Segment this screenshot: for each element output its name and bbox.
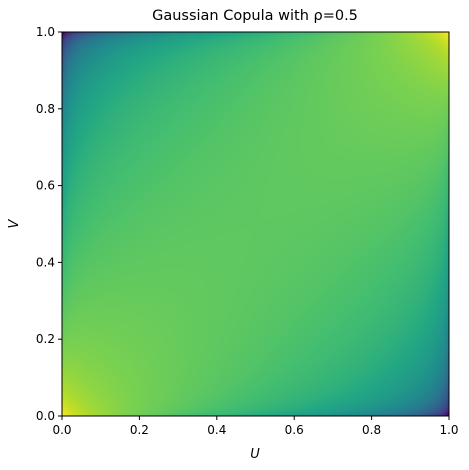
y-tick-label: 0.6	[36, 179, 55, 193]
y-tick-label: 0.0	[36, 409, 55, 423]
plot-frame	[61, 31, 450, 417]
y-tick-label: 0.8	[36, 102, 55, 116]
x-tick-label: 0.0	[52, 423, 71, 437]
y-tick-label: 1.0	[36, 25, 55, 39]
x-tick-label: 0.4	[207, 423, 226, 437]
x-tick-label: 0.8	[362, 423, 381, 437]
chart-title: Gaussian Copula with ρ=0.5	[152, 8, 358, 24]
x-axis-label: U	[250, 447, 260, 462]
y-tick-label: 0.2	[36, 332, 55, 346]
x-tick-label: 0.6	[285, 423, 304, 437]
x-axis: 0.0 0.2 0.4 0.6 0.8 1.0	[52, 416, 459, 437]
plot-area	[61, 31, 450, 417]
x-tick-label: 1.0	[439, 423, 458, 437]
density-heatmap	[62, 32, 449, 416]
y-tick-label: 0.4	[36, 255, 55, 269]
x-tick-label: 0.2	[130, 423, 149, 437]
y-axis-label: V	[7, 218, 22, 228]
y-axis: 0.0 0.2 0.4 0.6 0.8 1.0	[36, 25, 62, 423]
